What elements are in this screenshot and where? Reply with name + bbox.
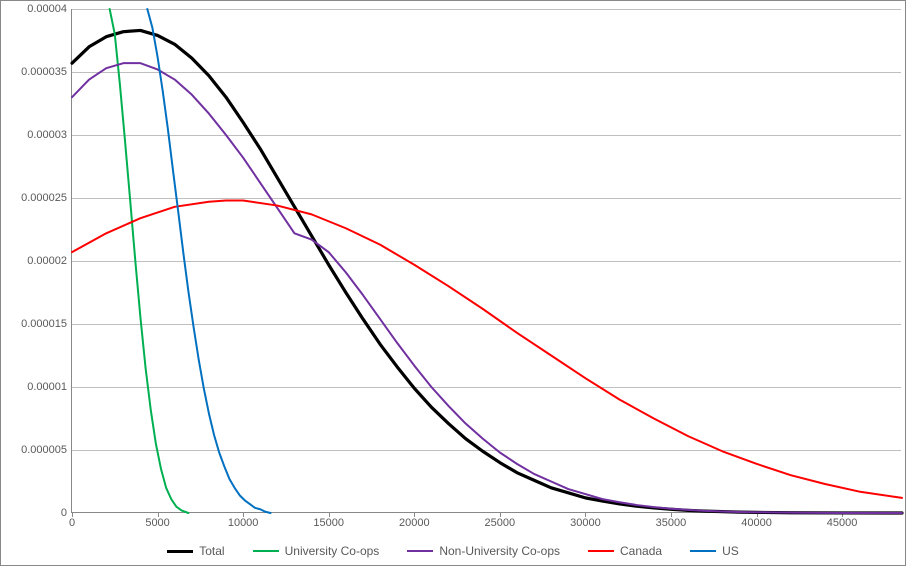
legend-label: Total — [199, 544, 224, 558]
x-axis-label: 5000 — [145, 517, 169, 529]
series-line — [110, 9, 189, 513]
y-axis-label: 0.00003 — [27, 129, 67, 141]
y-axis-label: 0.000035 — [21, 66, 67, 78]
legend-item: Canada — [588, 544, 662, 558]
x-axis-label: 20000 — [399, 517, 430, 529]
series-line — [72, 63, 902, 513]
series-layer — [72, 9, 902, 513]
y-axis-label: 0.000015 — [21, 318, 67, 330]
x-axis-label: 45000 — [827, 517, 858, 529]
legend-swatch — [690, 550, 716, 552]
legend-item: Total — [167, 544, 224, 558]
legend-swatch — [588, 550, 614, 552]
y-axis-label: 0.000005 — [21, 444, 67, 456]
x-axis-label: 30000 — [570, 517, 601, 529]
legend-item: University Co-ops — [253, 544, 380, 558]
legend-label: Non-University Co-ops — [439, 544, 560, 558]
series-line — [72, 30, 902, 513]
legend: Total University Co-ops Non-University Co-… — [1, 544, 905, 558]
legend-swatch — [407, 550, 433, 552]
x-axis-label: 25000 — [485, 517, 516, 529]
legend-item: Non-University Co-ops — [407, 544, 560, 558]
legend-label: Canada — [620, 544, 662, 558]
legend-swatch — [167, 550, 193, 553]
y-axis-label: 0.000025 — [21, 192, 67, 204]
legend-item: US — [690, 544, 739, 558]
y-axis-label: 0.00002 — [27, 255, 67, 267]
y-axis-label: 0 — [61, 507, 67, 519]
x-axis-label: 35000 — [656, 517, 687, 529]
plot-area: 00.0000050.000010.0000150.000020.0000250… — [71, 9, 901, 513]
chart-frame: 0 0.000005 0.00001 0.000015 0.00002 0.000025 0… — [0, 0, 906, 566]
legend-swatch — [253, 550, 279, 552]
series-line — [147, 9, 270, 513]
x-axis-label: 10000 — [228, 517, 259, 529]
legend-label: US — [722, 544, 739, 558]
legend-label: University Co-ops — [285, 544, 380, 558]
y-axis-label: 0.00001 — [27, 381, 67, 393]
x-axis-label: 40000 — [741, 517, 772, 529]
y-axis-label: 0.00004 — [27, 3, 67, 15]
x-axis-label: 15000 — [313, 517, 344, 529]
x-axis-label: 0 — [69, 517, 75, 529]
